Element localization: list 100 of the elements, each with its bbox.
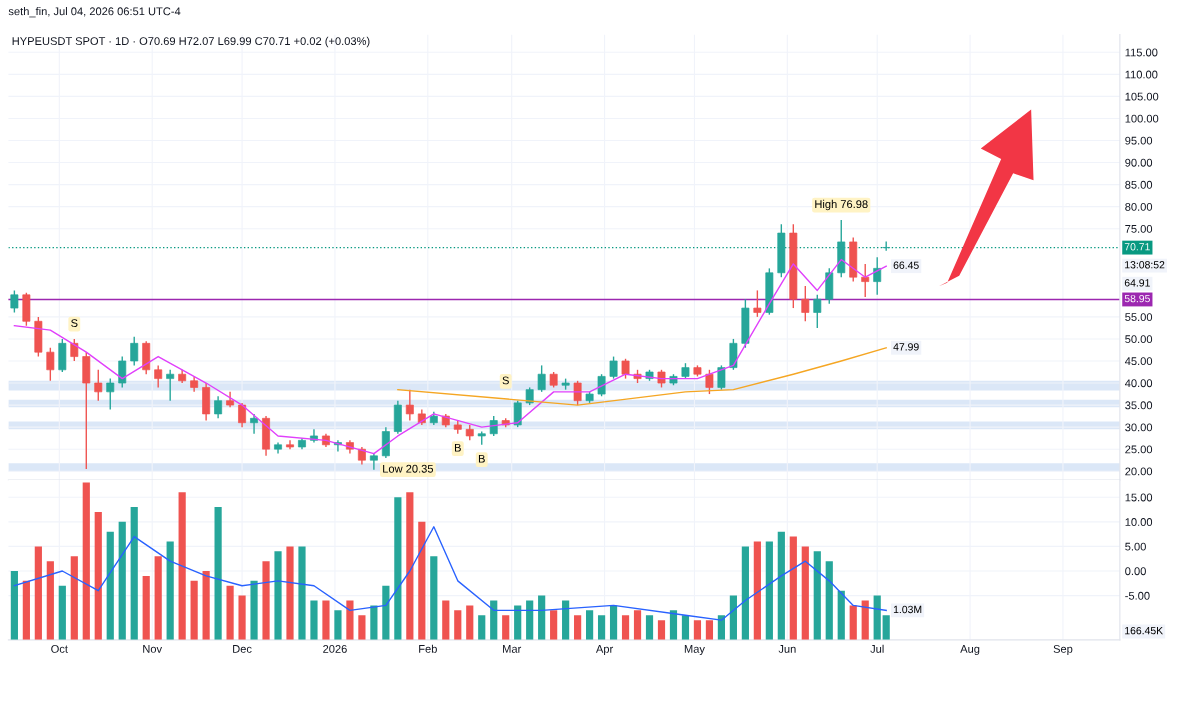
bar <box>849 605 857 640</box>
bar <box>514 605 522 640</box>
candlestick <box>873 256 882 296</box>
bar <box>574 615 582 640</box>
bar <box>538 595 546 640</box>
candlestick <box>70 338 79 362</box>
y-tick-label: 45.00 <box>1124 357 1153 366</box>
bar <box>298 546 306 640</box>
bar <box>130 507 138 640</box>
line-series <box>397 347 887 406</box>
text: 166.45K <box>1125 626 1163 635</box>
bar <box>310 600 318 640</box>
annotation: B <box>454 443 461 452</box>
candlestick <box>861 263 870 298</box>
y-tick-label: 75.00 <box>1125 224 1153 233</box>
x-tick-label: Dec <box>233 645 252 653</box>
bar <box>526 600 534 640</box>
y-tick-label: 25.00 <box>1125 445 1153 454</box>
y-tick-label: 105.00 <box>1125 92 1159 101</box>
candlestick <box>717 364 726 391</box>
bar <box>286 546 294 640</box>
bar <box>825 561 833 640</box>
bar <box>502 615 510 640</box>
y-tick-label: 35.00 <box>1125 401 1153 410</box>
annotation: 66.45 <box>893 261 919 269</box>
x-tick-label: Nov <box>143 645 163 653</box>
candlestick <box>882 240 891 252</box>
bar <box>765 541 773 640</box>
annotation: High 76.98 <box>815 199 868 211</box>
candlestick <box>214 395 223 420</box>
bar <box>70 556 78 640</box>
bar <box>190 580 198 640</box>
bar <box>789 536 797 640</box>
bar <box>442 600 450 640</box>
bar <box>861 600 869 640</box>
x-tick-label: Mar <box>503 645 522 653</box>
bar <box>562 600 570 640</box>
bar <box>214 507 222 640</box>
bar <box>334 610 342 640</box>
bar <box>322 600 330 640</box>
y-tick-label: 55.00 <box>1125 313 1153 322</box>
y-tick-label: 85.00 <box>1125 180 1153 189</box>
bar <box>621 615 630 640</box>
bar <box>597 615 606 640</box>
y-tick-label: 40.00 <box>1124 379 1153 388</box>
bar <box>226 585 234 640</box>
y-tick-label: 5.00 <box>1125 542 1146 551</box>
bar <box>154 556 162 640</box>
bar <box>753 541 761 640</box>
bar <box>118 521 126 640</box>
candlestick <box>609 355 618 380</box>
bar <box>406 492 414 640</box>
y-tick-label: 115.00 <box>1125 48 1158 57</box>
candlestick <box>10 289 19 314</box>
x-tick-label: Jun <box>778 645 796 653</box>
bar <box>882 615 890 640</box>
annotation: 47.99 <box>893 343 919 351</box>
x-tick-label: Oct <box>51 644 68 653</box>
candlestick <box>166 369 175 402</box>
candlestick <box>154 364 163 389</box>
bar <box>741 546 749 640</box>
bar <box>238 595 246 640</box>
bar <box>705 620 714 640</box>
candlestick <box>573 380 582 406</box>
bar <box>394 497 402 640</box>
y-tick-label: 80.00 <box>1125 202 1153 211</box>
y-tick-label: 100.00 <box>1125 114 1159 123</box>
text: 13:08:52 <box>1125 261 1165 269</box>
candlestick <box>621 358 630 380</box>
y-tick-label: 10.00 <box>1125 518 1153 526</box>
bar <box>801 546 809 640</box>
bar <box>645 615 654 640</box>
candlestick <box>106 377 115 411</box>
annotation: S <box>71 319 78 328</box>
ref-line-label: 70.71 <box>1124 243 1150 251</box>
bar <box>837 590 845 640</box>
bar <box>46 561 54 640</box>
candlestick <box>94 369 103 402</box>
x-tick-label: Jul <box>870 644 884 653</box>
y-tick-label: -5.00 <box>1125 591 1150 600</box>
candlestick <box>705 369 714 395</box>
bar <box>693 620 702 640</box>
bar <box>370 605 378 640</box>
candlestick <box>801 285 810 322</box>
candlestick <box>250 413 258 435</box>
x-tick-label: Aug <box>960 645 980 656</box>
y-tick-label: 95.00 <box>1125 136 1153 145</box>
annotation: Low 20.35 <box>383 464 434 473</box>
bar <box>178 492 186 640</box>
annotation: 1.03M <box>893 605 922 614</box>
y-tick-label: 30.00 <box>1125 423 1153 432</box>
bar <box>262 561 270 640</box>
bar <box>478 615 486 640</box>
text: seth_fin, Jul 04, 2026 06:51 UTC-4 <box>8 7 181 18</box>
bar <box>10 571 18 640</box>
y-tick-label: 20.00 <box>1125 467 1153 476</box>
annotation: S <box>502 376 509 385</box>
y-tick-label: 15.00 <box>1125 493 1153 502</box>
bar <box>681 615 690 640</box>
bar <box>609 605 618 640</box>
